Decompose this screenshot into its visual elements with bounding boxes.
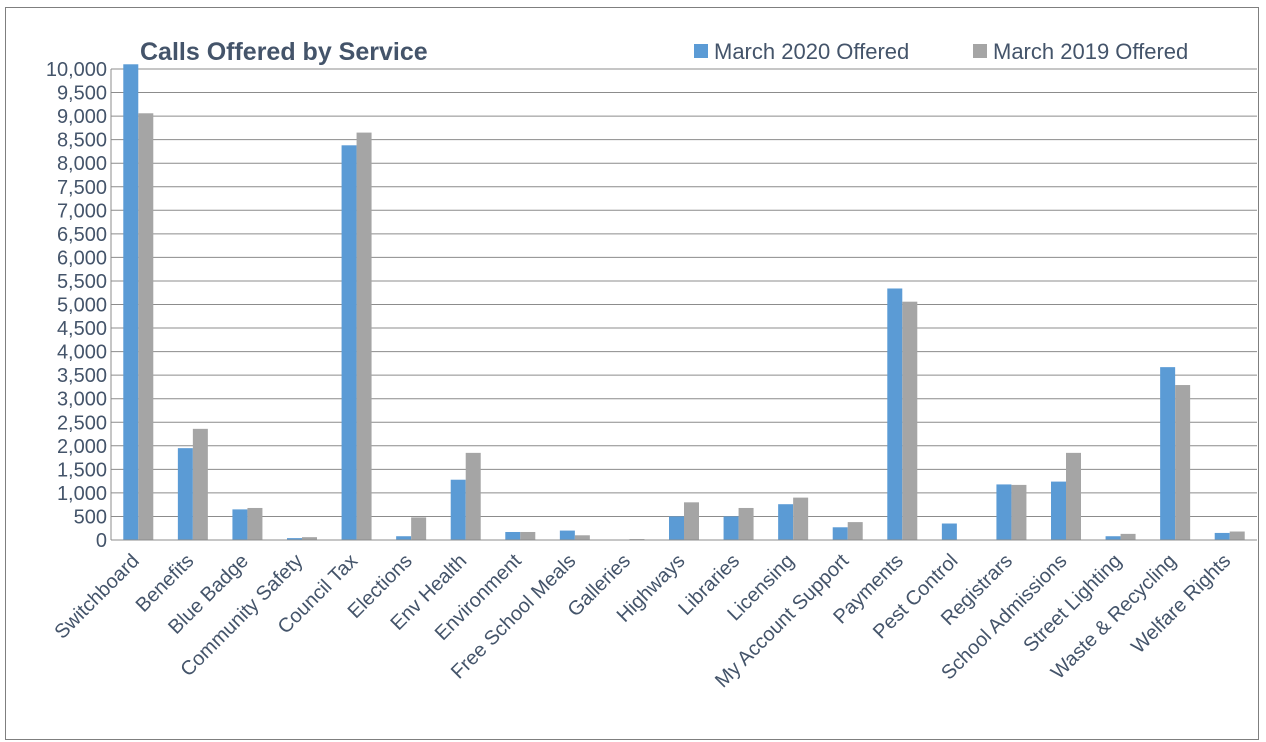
bar-march-2020 — [505, 531, 521, 540]
bar-march-2020 — [123, 64, 139, 540]
bar-march-2019 — [902, 301, 918, 540]
x-tick-label: Street Lighting — [1019, 550, 1126, 657]
bar-march-2020 — [941, 523, 957, 540]
bar-march-2020 — [450, 479, 466, 540]
y-tick-label: 9,000 — [57, 106, 107, 128]
bar-march-2020 — [396, 536, 412, 540]
bar-march-2019 — [138, 113, 154, 541]
legend-swatch — [973, 44, 987, 58]
bar-march-2020 — [232, 509, 248, 540]
legend-label: March 2019 Offered — [993, 39, 1188, 64]
bar-march-2020 — [832, 527, 848, 540]
y-tick-label: 8,000 — [57, 153, 107, 175]
y-tick-label: 3,500 — [57, 365, 107, 387]
y-tick-label: 2,000 — [57, 436, 107, 458]
y-tick-label: 10,000 — [46, 59, 107, 81]
y-tick-label: 5,000 — [57, 295, 107, 317]
bar-march-2019 — [574, 535, 590, 540]
y-axis-ticks: 05001,0001,5002,0002,5003,0003,5004,0004… — [46, 59, 107, 552]
bar-march-2020 — [1214, 532, 1230, 540]
bar-march-2020 — [1160, 367, 1176, 540]
y-tick-label: 6,500 — [57, 224, 107, 246]
legend: March 2020 Offered March 2019 Offered — [694, 39, 1188, 64]
bar-march-2020 — [559, 530, 575, 540]
y-tick-label: 7,500 — [57, 177, 107, 199]
bar-march-2020 — [887, 288, 903, 540]
y-tick-label: 1,000 — [57, 483, 107, 505]
bar-march-2019 — [356, 132, 372, 540]
y-tick-label: 4,000 — [57, 342, 107, 364]
bar-march-2019 — [1066, 452, 1081, 540]
y-tick-label: 7,000 — [57, 200, 107, 222]
bar-march-2020 — [996, 484, 1012, 540]
bar-march-2020 — [723, 516, 739, 540]
y-tick-label: 3,000 — [57, 389, 107, 411]
y-tick-label: 9,500 — [57, 83, 107, 105]
x-tick-label: Welfare Rights — [1127, 550, 1235, 658]
bar-march-2019 — [247, 507, 263, 540]
bar-march-2019 — [1175, 385, 1191, 540]
chart-title: Calls Offered by Service — [140, 38, 428, 66]
legend-swatch — [694, 44, 708, 58]
y-tick-label: 1,500 — [57, 459, 107, 481]
x-tick-label: Switchboard — [50, 550, 143, 643]
bar-march-2019 — [411, 517, 427, 540]
bars — [123, 64, 1245, 541]
y-tick-label: 4,500 — [57, 318, 107, 340]
y-tick-label: 0 — [96, 530, 107, 552]
legend-label: March 2020 Offered — [714, 39, 909, 64]
bar-march-2020 — [287, 538, 302, 540]
bar-march-2019 — [684, 502, 699, 540]
y-tick-label: 2,500 — [57, 412, 107, 434]
y-tick-label: 6,000 — [57, 247, 107, 269]
bar-march-2020 — [778, 504, 794, 540]
bar-march-2019 — [520, 531, 536, 540]
bar-march-2019 — [1120, 533, 1136, 540]
bar-march-2020 — [1051, 481, 1066, 540]
bar-march-2020 — [669, 516, 684, 540]
bar-march-2020 — [1105, 536, 1121, 540]
bar-march-2019 — [1229, 531, 1245, 540]
y-tick-label: 8,500 — [57, 130, 107, 152]
bar-march-2020 — [177, 448, 193, 540]
chart-frame — [5, 7, 1259, 740]
y-tick-label: 5,500 — [57, 271, 107, 293]
bar-march-2019 — [847, 522, 863, 540]
bar-march-2019 — [302, 537, 317, 540]
y-tick-label: 500 — [74, 506, 107, 528]
gridlines — [111, 68, 1257, 517]
bar-march-2019 — [738, 507, 754, 540]
bar-march-2019 — [1011, 484, 1027, 540]
bar-march-2019 — [465, 452, 481, 540]
bar-march-2020 — [341, 145, 357, 540]
bar-march-2019 — [192, 428, 208, 540]
bar-march-2019 — [793, 497, 809, 540]
